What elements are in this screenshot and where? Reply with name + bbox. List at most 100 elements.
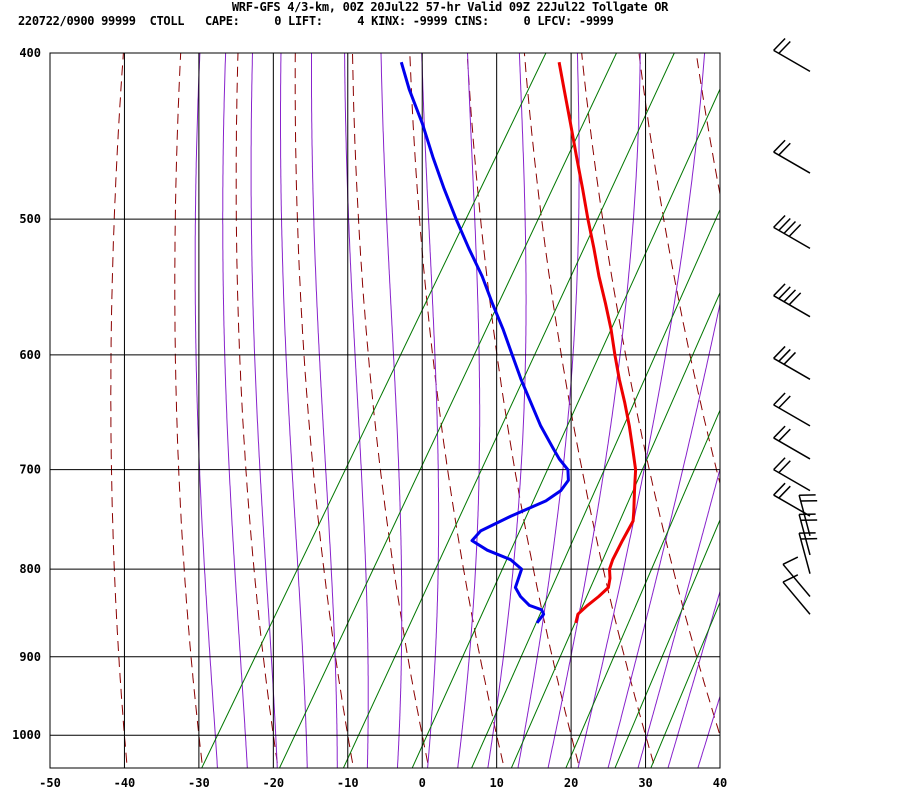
dry-adiabat xyxy=(174,53,204,768)
y-tick-label: 800 xyxy=(19,562,41,576)
wind-barb-flag xyxy=(773,392,786,406)
wind-barb-shaft xyxy=(782,581,811,615)
x-tick-label: 10 xyxy=(489,776,503,790)
y-tick-label: 500 xyxy=(19,212,41,226)
moist-adiabat xyxy=(280,53,308,768)
wind-barb-flag xyxy=(778,217,791,231)
wind-barb-shaft xyxy=(773,295,811,318)
wind-barb-shaft xyxy=(798,495,811,536)
dewpoint-line xyxy=(399,61,570,624)
x-tick-label: -50 xyxy=(39,776,61,790)
wind-barb xyxy=(782,556,811,597)
plot-frame xyxy=(49,52,721,769)
y-tick-label: 900 xyxy=(19,650,41,664)
mixing-ratio-line xyxy=(565,409,720,768)
wind-barb xyxy=(773,345,811,380)
wind-barb-flag xyxy=(773,139,786,153)
wind-barb-flag xyxy=(773,214,786,228)
moist-adiabat xyxy=(607,301,720,768)
mixing-ratio-line xyxy=(650,601,720,768)
wind-barb xyxy=(773,283,811,318)
wind-barb-flag xyxy=(783,289,797,303)
dry-adiabat xyxy=(409,53,505,768)
mixing-ratio-line xyxy=(510,291,720,768)
profiles xyxy=(399,61,638,624)
dry-adiabat xyxy=(638,53,720,486)
mixing-ratio-line xyxy=(614,518,720,768)
x-tick-label: -30 xyxy=(188,776,210,790)
x-tick-label: -10 xyxy=(337,776,359,790)
moist-adiabat xyxy=(697,694,720,768)
y-tick-label: 700 xyxy=(19,463,41,477)
wind-barb xyxy=(773,392,811,427)
wind-barb-flag xyxy=(773,283,786,297)
wind-barb-shaft xyxy=(782,563,811,597)
wind-barb-flag xyxy=(773,345,786,359)
wind-barb-shaft xyxy=(773,468,811,492)
background-lines xyxy=(110,15,900,779)
dry-adiabat xyxy=(351,53,430,768)
wind-barb xyxy=(773,425,811,460)
gridlines xyxy=(50,53,720,768)
wind-barb-flag xyxy=(778,41,791,54)
wind-barb-flag xyxy=(773,38,786,51)
wind-barb-flag xyxy=(788,223,802,237)
mixing-ratio-line xyxy=(471,208,720,768)
x-tick-label: 20 xyxy=(564,776,578,790)
wind-barb-flag xyxy=(778,142,791,156)
wind-barb-flag xyxy=(773,425,786,439)
dry-adiabat xyxy=(747,15,900,779)
wind-barb xyxy=(798,532,818,574)
chart-title: WRF-GFS 4/3-km, 00Z 20Jul22 57-hr Valid … xyxy=(231,0,669,14)
wind-barb-shaft xyxy=(798,532,811,574)
wind-barb-shaft xyxy=(773,357,811,380)
dry-adiabat xyxy=(860,15,900,779)
wind-barb-flag xyxy=(773,482,786,496)
wind-barb xyxy=(798,494,818,536)
dry-adiabat xyxy=(294,53,354,768)
moist-adiabat xyxy=(222,53,248,768)
dry-adiabat xyxy=(804,15,900,779)
wind-barb xyxy=(773,139,811,174)
mixing-ratio-line xyxy=(411,87,720,768)
wind-barb-flag xyxy=(778,348,791,362)
moist-adiabat xyxy=(487,53,527,768)
wind-barb-flag xyxy=(783,351,797,365)
y-tick-label: 600 xyxy=(19,348,41,362)
wind-barb-flag xyxy=(773,457,786,471)
wind-barb xyxy=(773,38,811,73)
moist-adiabat xyxy=(380,53,403,768)
moist-adiabat xyxy=(577,53,706,768)
wind-barb xyxy=(773,457,811,492)
y-tick-label: 1000 xyxy=(12,728,41,742)
dry-adiabat xyxy=(235,53,279,768)
moist-adiabat xyxy=(194,53,218,768)
mixing-ratio-line xyxy=(342,53,675,768)
wind-barb-flag xyxy=(788,292,802,306)
sounding-indices: 220722/0900 99999 CTOLL CAPE: 0 LIFT: 4 … xyxy=(18,14,614,28)
moist-adiabat xyxy=(457,53,481,768)
wind-barb-flag xyxy=(783,220,797,234)
moist-adiabat xyxy=(421,53,440,768)
moist-adiabat xyxy=(667,589,720,768)
wind-barb-shaft xyxy=(773,404,811,427)
moist-adiabat xyxy=(311,53,338,768)
wind-barb xyxy=(782,574,811,615)
wind-barb-shaft xyxy=(773,226,811,249)
dry-adiabat xyxy=(523,53,656,768)
x-tick-label: 0 xyxy=(419,776,426,790)
x-tick-label: 40 xyxy=(713,776,727,790)
y-tick-label: 400 xyxy=(19,46,41,60)
wind-barb-flag xyxy=(778,395,791,409)
dry-adiabat xyxy=(110,53,128,768)
wind-barbs xyxy=(773,38,818,615)
wind-barb-flag xyxy=(778,460,791,474)
wind-barb-flag xyxy=(782,556,799,565)
dry-adiabat xyxy=(581,53,720,737)
wind-barb-flag xyxy=(778,485,791,499)
wind-barb xyxy=(773,214,811,249)
x-tick-label: -20 xyxy=(262,776,284,790)
tick-labels: -50 -40 -30 -20 -10 0 10 20 30 40 400 500 600 700 800 9… xyxy=(12,46,727,790)
wind-barb-flag xyxy=(778,428,791,442)
